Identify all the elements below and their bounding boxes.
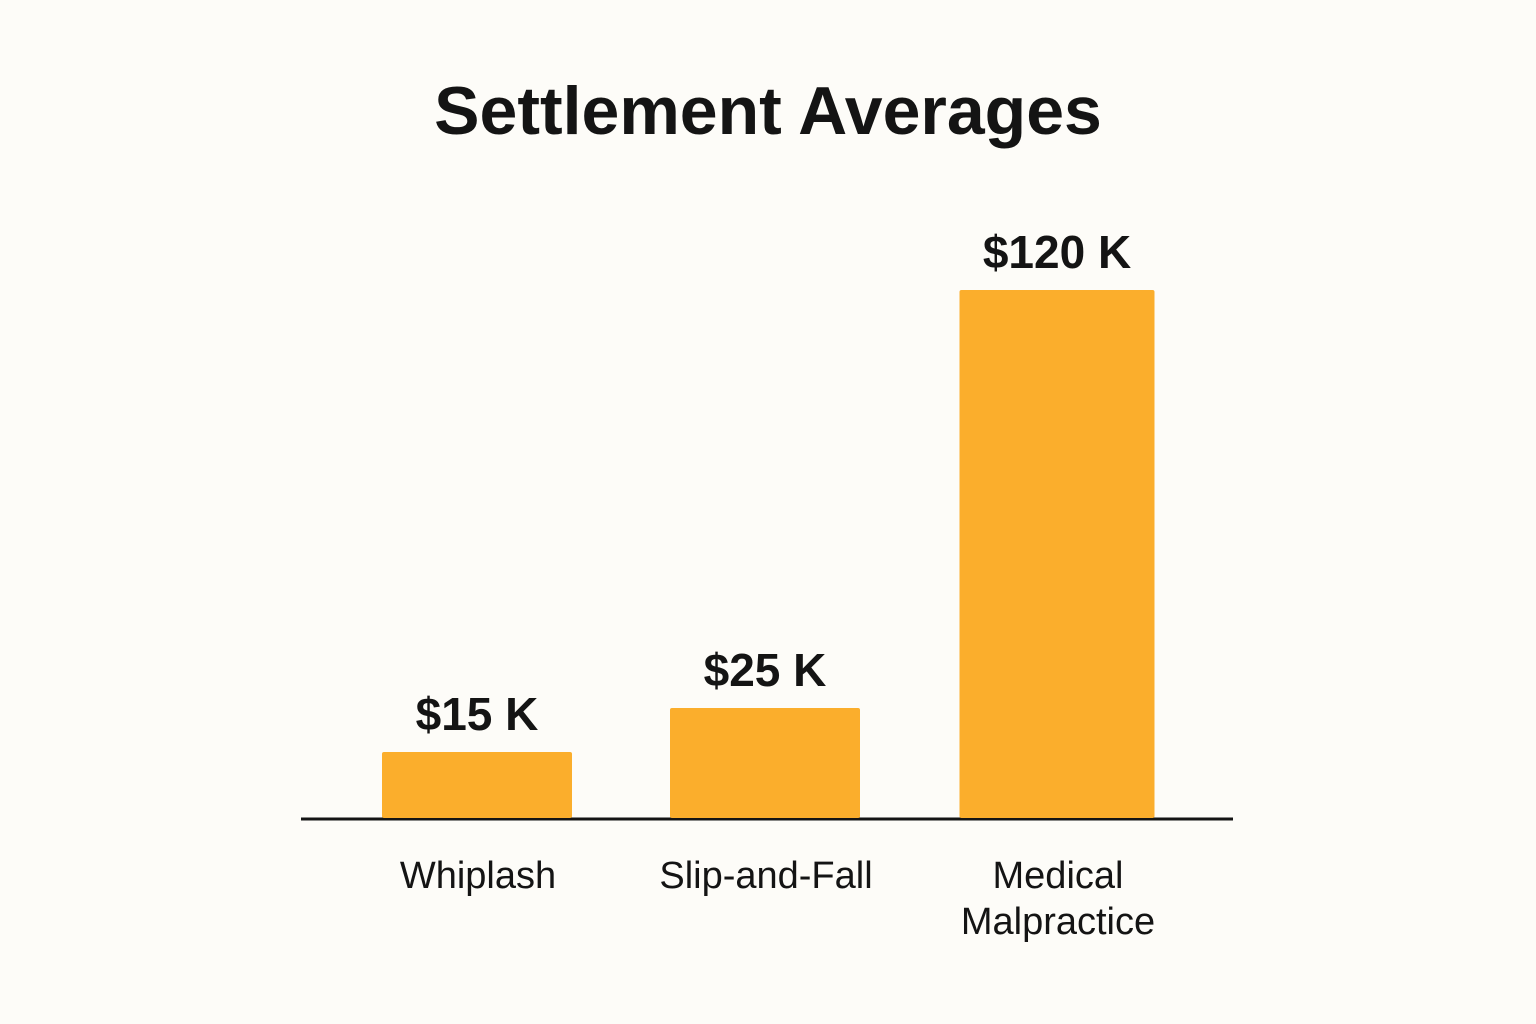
bar-slip-and-fall: [670, 708, 860, 818]
bar-value-label: $15 K: [416, 688, 539, 740]
chart-marks: $15 K Whiplash $25 K Slip-and-Fall $120 K Med…: [382, 226, 1155, 943]
x-tick-label: Whiplash: [400, 855, 556, 897]
bar-whiplash: [382, 752, 572, 818]
bar-value-label: $120 K: [983, 226, 1131, 278]
x-tick-label: Medical: [993, 855, 1124, 897]
bar-value-label: $25 K: [704, 644, 827, 696]
bar-medical-malpractice: [959, 290, 1155, 818]
chart-title: Settlement Averages: [434, 73, 1102, 149]
x-tick-label: Malpractice: [961, 901, 1155, 943]
x-tick-label: Slip-and-Fall: [659, 855, 872, 897]
